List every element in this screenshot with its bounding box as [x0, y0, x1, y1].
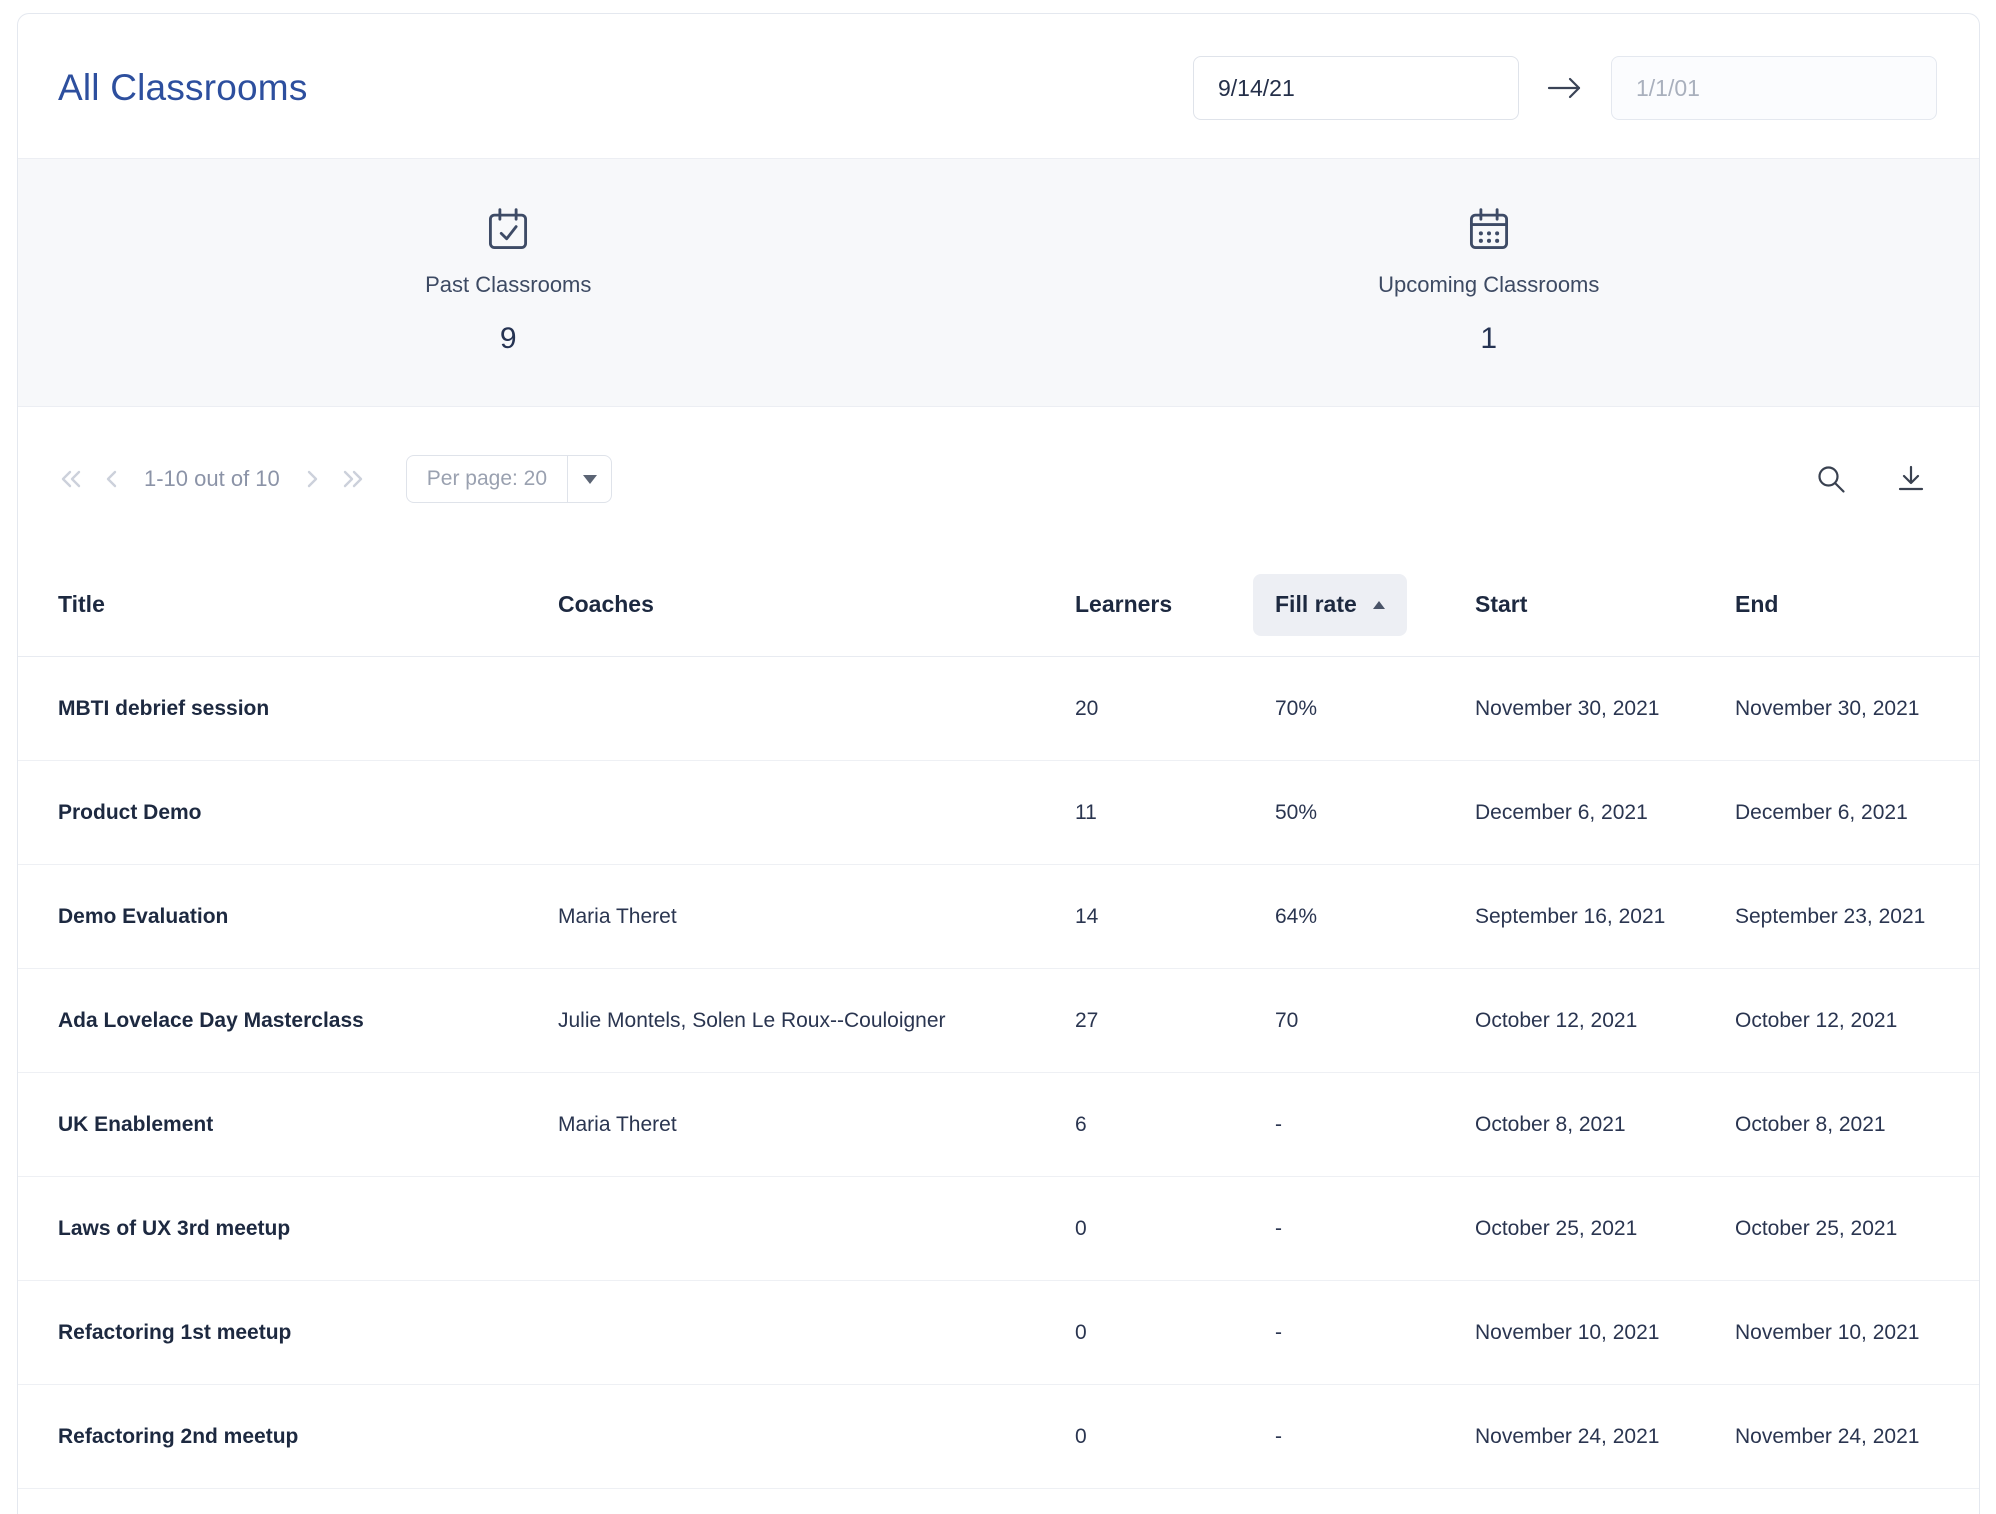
table-row[interactable]: Laws of UX 3rd meetup 0 - October 25, 20… — [18, 1177, 1979, 1281]
calendar-check-icon — [485, 207, 531, 253]
per-page-label: Per page: 20 — [407, 456, 567, 502]
learners-cell: 27 — [1075, 1009, 1275, 1033]
learners-cell: 0 — [1075, 1425, 1275, 1449]
start-cell: October 12, 2021 — [1475, 1009, 1735, 1033]
table-toolbar: 1-10 out of 10 Per page: 20 — [18, 407, 1979, 553]
fill-rate-cell: 64% — [1275, 905, 1475, 929]
end-cell: November 10, 2021 — [1735, 1321, 1979, 1345]
table-body: MBTI debrief session 20 70% November 30,… — [18, 657, 1979, 1489]
upcoming-classrooms-count: 1 — [999, 322, 1980, 356]
learners-cell: 0 — [1075, 1217, 1275, 1241]
fill-rate-header-label: Fill rate — [1275, 591, 1357, 618]
start-cell: November 10, 2021 — [1475, 1321, 1735, 1345]
end-cell: October 12, 2021 — [1735, 1009, 1979, 1033]
classroom-title: Demo Evaluation — [58, 905, 558, 929]
end-cell: December 6, 2021 — [1735, 801, 1979, 825]
fill-rate-cell: - — [1275, 1113, 1475, 1137]
upcoming-classrooms-stat[interactable]: Upcoming Classrooms 1 — [999, 207, 1980, 356]
next-page-icon[interactable] — [304, 468, 320, 490]
previous-page-icon[interactable] — [104, 468, 120, 490]
start-cell: October 25, 2021 — [1475, 1217, 1735, 1241]
download-icon[interactable] — [1895, 463, 1927, 495]
classroom-title: Laws of UX 3rd meetup — [58, 1217, 558, 1241]
chevron-down-icon — [583, 475, 597, 484]
pagination: 1-10 out of 10 — [58, 466, 366, 492]
table-row[interactable]: Demo Evaluation Maria Theret 14 64% Sept… — [18, 865, 1979, 969]
fill-rate-cell: 70 — [1275, 1009, 1475, 1033]
upcoming-classrooms-label: Upcoming Classrooms — [999, 272, 1980, 298]
table-row[interactable]: Refactoring 2nd meetup 0 - November 24, … — [18, 1385, 1979, 1489]
arrow-right-icon — [1545, 76, 1585, 100]
end-cell: November 30, 2021 — [1735, 697, 1979, 721]
classroom-title: Refactoring 2nd meetup — [58, 1425, 558, 1449]
classroom-title: Product Demo — [58, 801, 558, 825]
past-classrooms-count: 9 — [18, 322, 999, 356]
column-header-end[interactable]: End — [1735, 591, 1979, 618]
start-cell: November 30, 2021 — [1475, 697, 1735, 721]
classroom-title: MBTI debrief session — [58, 697, 558, 721]
end-cell: October 8, 2021 — [1735, 1113, 1979, 1137]
page-title: All Classrooms — [58, 67, 308, 109]
table-row[interactable]: Ada Lovelace Day Masterclass Julie Monte… — [18, 969, 1979, 1073]
per-page-dropdown-arrow[interactable] — [567, 456, 611, 502]
column-header-fill-rate[interactable]: Fill rate — [1275, 574, 1475, 636]
start-cell: September 16, 2021 — [1475, 905, 1735, 929]
classroom-title: UK Enablement — [58, 1113, 558, 1137]
learners-cell: 0 — [1075, 1321, 1275, 1345]
per-page-select[interactable]: Per page: 20 — [406, 455, 612, 503]
column-header-start[interactable]: Start — [1475, 591, 1735, 618]
coaches-cell: Julie Montels, Solen Le Roux--Couloigner — [558, 1009, 1075, 1033]
past-classrooms-label: Past Classrooms — [18, 272, 999, 298]
fill-rate-cell: 50% — [1275, 801, 1475, 825]
last-page-icon[interactable] — [340, 468, 366, 490]
fill-rate-cell: - — [1275, 1217, 1475, 1241]
calendar-dots-icon — [1466, 207, 1512, 253]
fill-rate-cell: 70% — [1275, 697, 1475, 721]
table-row[interactable]: UK Enablement Maria Theret 6 - October 8… — [18, 1073, 1979, 1177]
table-row[interactable]: Product Demo 11 50% December 6, 2021 Dec… — [18, 761, 1979, 865]
classroom-title: Refactoring 1st meetup — [58, 1321, 558, 1345]
end-cell: September 23, 2021 — [1735, 905, 1979, 929]
learners-cell: 14 — [1075, 905, 1275, 929]
learners-cell: 6 — [1075, 1113, 1275, 1137]
column-header-title[interactable]: Title — [58, 591, 558, 618]
learners-cell: 20 — [1075, 697, 1275, 721]
column-header-coaches[interactable]: Coaches — [558, 591, 1075, 618]
fill-rate-cell: - — [1275, 1425, 1475, 1449]
coaches-cell: Maria Theret — [558, 1113, 1075, 1137]
start-cell: October 8, 2021 — [1475, 1113, 1735, 1137]
start-cell: December 6, 2021 — [1475, 801, 1735, 825]
date-range-filter — [1193, 56, 1937, 120]
classrooms-table: Title Coaches Learners Fill rate Start E… — [18, 553, 1979, 1489]
page-header: All Classrooms — [18, 14, 1979, 158]
end-cell: November 24, 2021 — [1735, 1425, 1979, 1449]
date-to-input[interactable] — [1611, 56, 1937, 120]
table-row[interactable]: Refactoring 1st meetup 0 - November 10, … — [18, 1281, 1979, 1385]
date-from-input[interactable] — [1193, 56, 1519, 120]
pagination-range: 1-10 out of 10 — [144, 466, 280, 492]
table-row[interactable]: MBTI debrief session 20 70% November 30,… — [18, 657, 1979, 761]
past-classrooms-stat[interactable]: Past Classrooms 9 — [18, 207, 999, 356]
all-classrooms-panel: All Classrooms Past Class — [17, 13, 1980, 1514]
start-cell: November 24, 2021 — [1475, 1425, 1735, 1449]
coaches-cell: Maria Theret — [558, 905, 1075, 929]
column-header-learners[interactable]: Learners — [1075, 591, 1275, 618]
search-icon[interactable] — [1815, 463, 1847, 495]
first-page-icon[interactable] — [58, 468, 84, 490]
table-header-row: Title Coaches Learners Fill rate Start E… — [18, 553, 1979, 657]
learners-cell: 11 — [1075, 801, 1275, 825]
end-cell: October 25, 2021 — [1735, 1217, 1979, 1241]
fill-rate-cell: - — [1275, 1321, 1475, 1345]
classroom-stats: Past Classrooms 9 Upcoming Classrooms 1 — [18, 158, 1979, 407]
sort-ascending-icon — [1373, 601, 1385, 609]
classroom-title: Ada Lovelace Day Masterclass — [58, 1009, 558, 1033]
